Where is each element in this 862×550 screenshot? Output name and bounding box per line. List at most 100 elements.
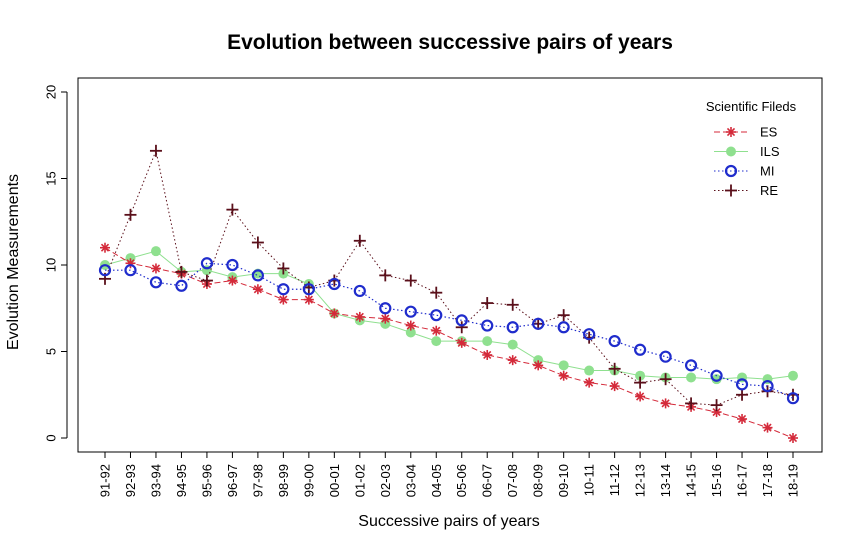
- y-axis: 0 5 10 15 20: [44, 85, 68, 442]
- data-point-mi: [302, 283, 315, 296]
- legend-item-re: RE: [714, 183, 778, 198]
- data-point-es: [507, 355, 518, 366]
- data-point-ils: [150, 246, 161, 257]
- legend-label: ES: [760, 125, 778, 140]
- data-point-re: [736, 388, 749, 401]
- data-point-es: [533, 360, 544, 371]
- data-point-re: [608, 362, 621, 375]
- x-tick-label: 09-10: [556, 464, 571, 497]
- data-point-re: [175, 265, 188, 278]
- data-point-mi: [98, 264, 112, 277]
- x-tick-label: 94-95: [174, 464, 189, 497]
- data-point-re: [710, 399, 723, 412]
- x-tick-label: 99-00: [301, 464, 316, 497]
- x-axis-label: Successive pairs of years: [358, 513, 539, 530]
- x-tick-label: 03-04: [403, 464, 418, 497]
- data-point-es: [558, 370, 569, 381]
- data-point-mi: [379, 302, 392, 315]
- y-tick-label: 5: [44, 348, 59, 355]
- series-mi: [98, 257, 800, 405]
- data-point-mi: [277, 283, 290, 296]
- data-point-es: [405, 320, 416, 331]
- data-point-es: [482, 349, 493, 360]
- data-point-ils: [482, 336, 493, 347]
- data-point-re: [481, 297, 494, 310]
- data-point-re: [379, 269, 392, 282]
- y-tick-label: 20: [44, 85, 59, 99]
- data-point-re: [455, 321, 468, 334]
- x-tick-label: 01-02: [352, 464, 367, 497]
- data-point-mi: [353, 284, 366, 298]
- data-point-mi: [735, 378, 749, 391]
- x-tick-label: 95-96: [199, 464, 214, 497]
- data-point-re: [430, 286, 443, 299]
- x-tick-label: 91-92: [98, 464, 113, 497]
- data-point-es: [584, 377, 595, 388]
- x-tick-label: 11-12: [607, 464, 622, 496]
- data-point-mi: [149, 276, 163, 289]
- data-point-mi: [583, 328, 596, 341]
- x-tick-label: 17-18: [760, 464, 775, 497]
- data-point-es: [380, 313, 391, 324]
- x-tick-label: 13-14: [658, 464, 673, 497]
- x-tick-label: 92-93: [123, 464, 138, 497]
- data-point-es: [227, 275, 238, 286]
- data-point-re: [685, 397, 698, 410]
- y-axis-label: Evolution Measurements: [5, 174, 22, 350]
- data-point-re: [353, 234, 366, 247]
- data-point-mi: [634, 343, 647, 356]
- y-tick-label: 10: [44, 258, 59, 272]
- data-point-ils: [584, 365, 595, 376]
- x-tick-label: 14-15: [684, 464, 699, 497]
- legend-item-mi: MI: [714, 164, 774, 179]
- x-tick-label: 97-98: [250, 464, 265, 497]
- x-tick-label: 02-03: [378, 464, 393, 497]
- series-re: [99, 144, 799, 412]
- data-point-ils: [558, 360, 569, 371]
- legend-label: ILS: [760, 144, 780, 159]
- data-point-es: [660, 398, 671, 409]
- y-tick-label: 15: [44, 171, 59, 185]
- data-point-es: [100, 242, 110, 253]
- data-point-es: [278, 294, 289, 305]
- data-point-re: [251, 236, 264, 249]
- data-point-ils: [686, 372, 697, 383]
- data-point-mi: [532, 317, 545, 330]
- data-point-ils: [507, 339, 518, 350]
- data-point-mi: [710, 369, 723, 382]
- data-point-es: [354, 311, 365, 322]
- x-tick-label: 15-16: [709, 464, 724, 497]
- data-point-re: [557, 309, 570, 322]
- legend-item-es: ES: [714, 125, 778, 140]
- data-point-ils: [405, 327, 416, 338]
- data-point-mi: [175, 279, 188, 292]
- x-tick-label: 93-94: [148, 464, 163, 497]
- legend-title: Scientific Fileds: [706, 99, 797, 114]
- data-point-mi: [404, 305, 417, 318]
- series-line-mi: [105, 262, 794, 399]
- series-line-es: [104, 247, 794, 439]
- x-tick-label: 07-08: [505, 464, 520, 497]
- legend-marker-icon: [726, 127, 736, 137]
- data-point-re: [659, 373, 672, 386]
- legend-label: RE: [760, 183, 778, 198]
- data-point-mi: [786, 392, 800, 405]
- data-point-mi: [761, 380, 774, 393]
- data-point-mi: [481, 319, 494, 332]
- x-tick-label: 16-17: [735, 464, 750, 497]
- x-tick-label: 96-97: [225, 464, 240, 497]
- series-line-re: [104, 149, 794, 406]
- x-tick-label: 00-01: [327, 464, 342, 497]
- legend-label: MI: [760, 164, 774, 179]
- data-point-es: [456, 337, 467, 348]
- data-point-re: [226, 203, 239, 216]
- x-axis: 91-92 92-93 93-94 94-95 95-96 96-97 97-98 98-99…: [98, 451, 801, 497]
- chart-title: Evolution between successive pairs of ye…: [227, 31, 673, 54]
- data-point-re: [506, 298, 519, 311]
- data-point-mi: [226, 258, 239, 272]
- data-point-es: [150, 263, 161, 274]
- data-point-mi: [124, 264, 137, 277]
- data-point-mi: [455, 314, 468, 327]
- data-point-ils: [711, 374, 722, 385]
